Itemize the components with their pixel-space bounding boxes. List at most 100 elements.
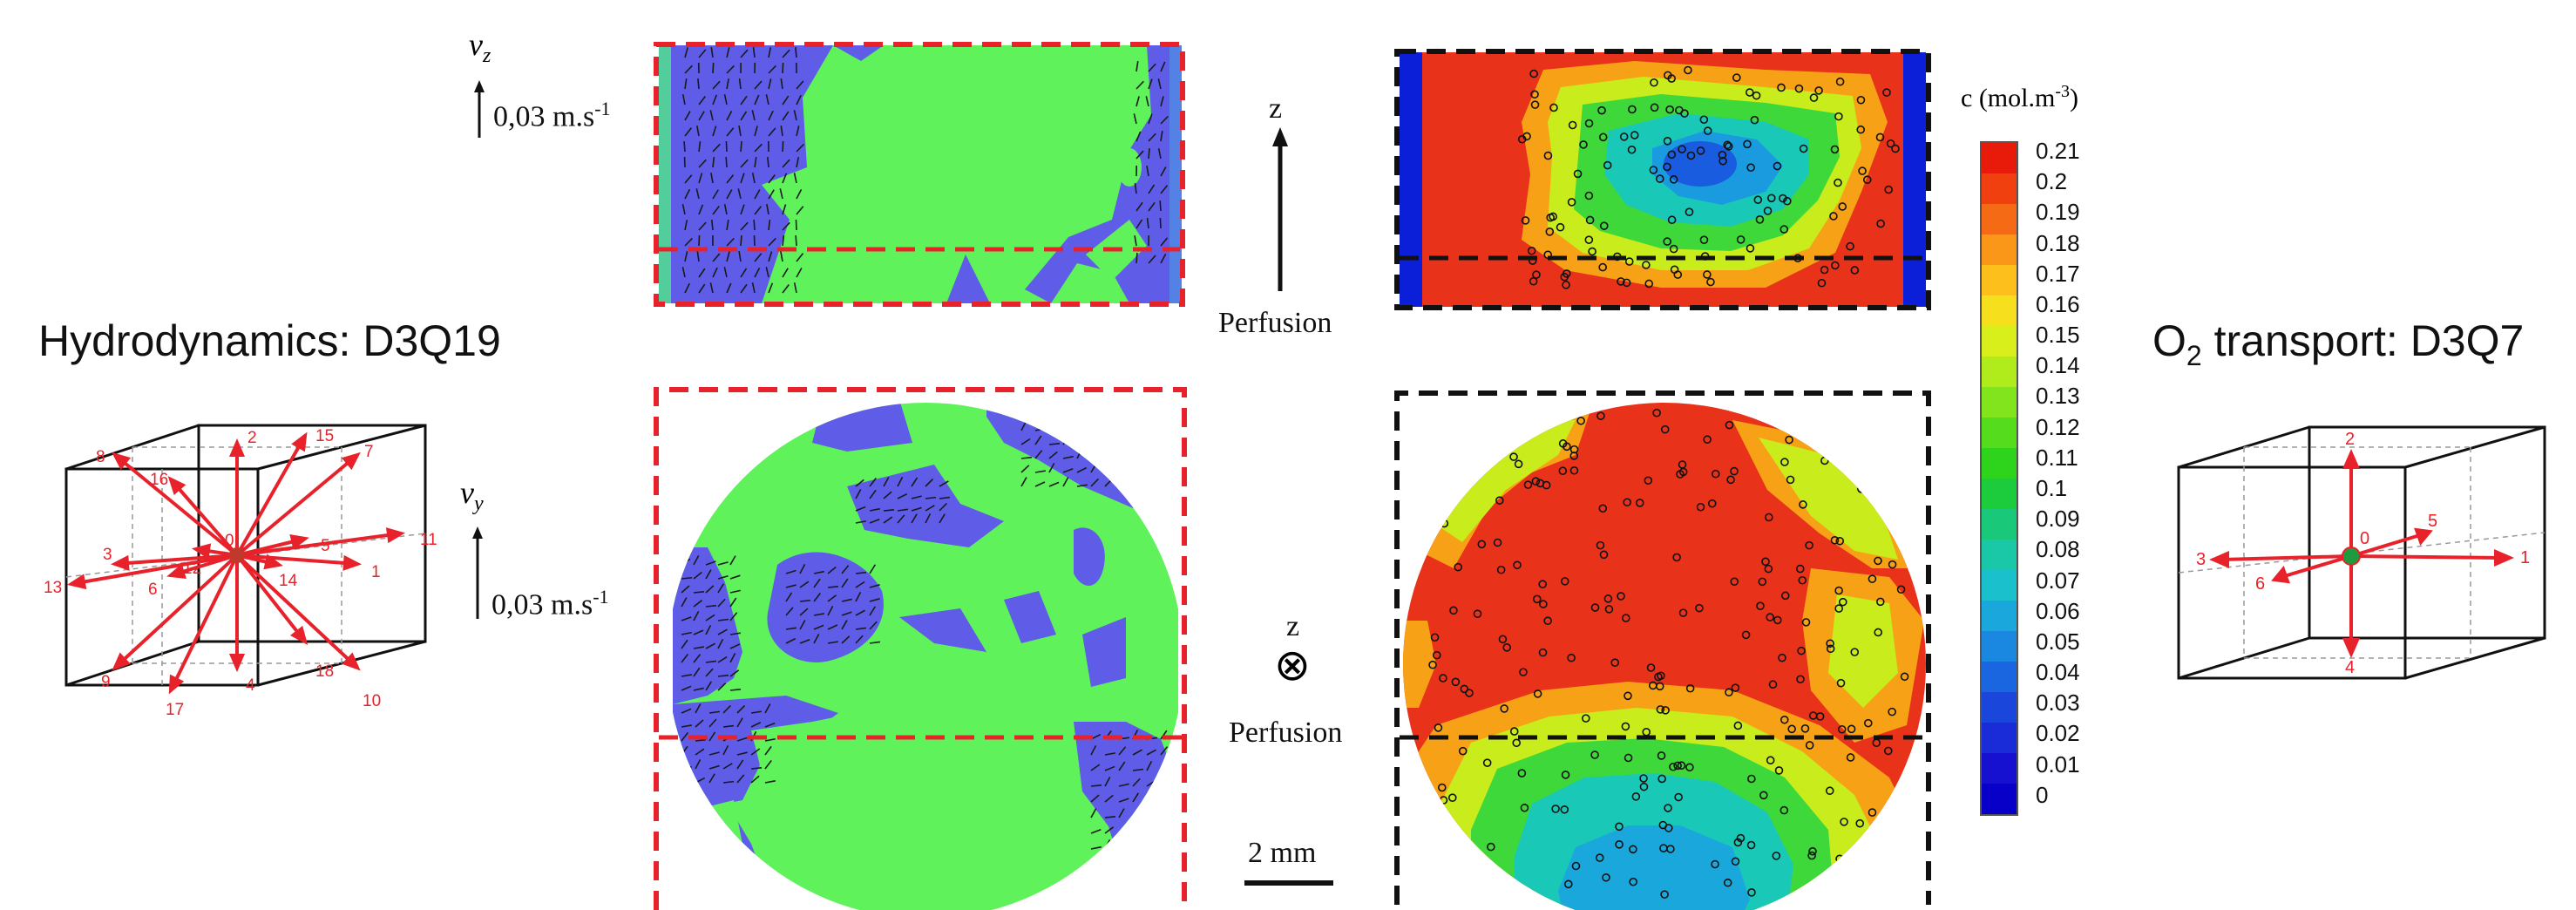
d3q7-label-3: 3 [2196, 550, 2206, 569]
d3q7-label-2: 2 [2345, 430, 2355, 449]
d3q19-label-5: 5 [321, 537, 330, 555]
colorbar-tick-label: 0.18 [2036, 228, 2080, 259]
d3q19-label-10: 10 [363, 692, 381, 710]
perfusion-z-label-top: z [1269, 92, 1282, 126]
colorbar-tick-label: 0.12 [2036, 412, 2080, 443]
colorbar-band [1982, 326, 2017, 357]
d3q19-label-7: 7 [364, 443, 374, 461]
d3q19-label-1: 1 [371, 563, 381, 581]
colorbar-band [1982, 784, 2017, 814]
colorbar-band [1982, 692, 2017, 723]
perfusion-label-bottom: Perfusion [1229, 716, 1342, 750]
colorbar-tick-label: 0.06 [2036, 596, 2080, 627]
hydrodynamics-title: Hydrodynamics: D3Q19 [38, 316, 501, 366]
d3q19-arrowhead-13 [71, 577, 85, 587]
vz-scale-arrow [471, 78, 488, 139]
o2-transport-title: O2 transport: D3Q7 [2152, 316, 2524, 372]
colorbar-tick-label: 0.01 [2036, 750, 2080, 780]
colorbar-band [1982, 265, 2017, 295]
hydro-cross-frame [654, 387, 1187, 910]
colorbar-tick-label: 0.07 [2036, 566, 2080, 596]
d3q19-label-12: 12 [183, 560, 201, 578]
d3q7-lattice-cube: 2 1 3 4 5 6 0 [2170, 418, 2553, 697]
colorbar-tick-label: 0.04 [2036, 657, 2080, 688]
colorbar-band [1982, 418, 2017, 448]
d3q7-label-6: 6 [2255, 574, 2265, 594]
d3q19-label-2: 2 [247, 429, 257, 447]
colorbar-band [1982, 753, 2017, 784]
colorbar-tick-label: 0.21 [2036, 136, 2080, 166]
colorbar-band [1982, 631, 2017, 662]
colorbar-band [1982, 143, 2017, 173]
perfusion-into-page-symbol: ⊗ [1274, 640, 1311, 690]
d3q7-label-4: 4 [2345, 658, 2355, 677]
colorbar-tick-label: 0.2 [2036, 166, 2067, 197]
d3q19-label-4: 4 [246, 676, 255, 695]
colorbar-tick-label: 0.02 [2036, 718, 2080, 749]
d3q7-label-1: 1 [2520, 548, 2530, 567]
d3q19-arrowhead-17 [171, 677, 181, 690]
colorbar-band [1982, 540, 2017, 570]
d3q19-label-18: 18 [315, 662, 334, 681]
d3q19-label-9: 9 [101, 673, 111, 691]
colorbar-tick-label: 0 [2036, 780, 2048, 811]
colorbar-band [1982, 295, 2017, 326]
colorbar-band [1982, 448, 2017, 479]
o2-side-frame [1394, 49, 1931, 310]
colorbar-tick-label: 0.03 [2036, 688, 2080, 718]
d3q19-label-16: 16 [150, 471, 168, 489]
vy-symbol: vy [460, 474, 484, 516]
colorbar-tick-label: 0.14 [2036, 350, 2080, 381]
colorbar-tick-label: 0.11 [2036, 443, 2078, 473]
colorbar-tick-label: 0.19 [2036, 197, 2080, 228]
colorbar-tick-label: 0.08 [2036, 534, 2080, 565]
d3q19-label-3: 3 [103, 546, 112, 564]
vz-scale-label: 0,03 m.s-1 [493, 98, 611, 133]
colorbar-band [1982, 234, 2017, 265]
d3q7-label-5: 5 [2428, 512, 2437, 531]
vy-scale-arrow [469, 525, 486, 621]
perfusion-z-label-bottom: z [1286, 610, 1299, 643]
colorbar-band [1982, 662, 2017, 692]
colorbar-band [1982, 601, 2017, 631]
colorbar-tick-label: 0.16 [2036, 289, 2080, 320]
colorbar-band [1982, 357, 2017, 387]
scale-bar-line [1244, 880, 1333, 886]
colorbar-band [1982, 204, 2017, 234]
colorbar-tick-label: 0.1 [2036, 473, 2067, 504]
d3q19-label-6: 6 [148, 581, 158, 599]
d3q19-label-11: 11 [420, 531, 437, 549]
colorbar-band [1982, 570, 2017, 601]
vy-scale-label: 0,03 m.s-1 [491, 586, 609, 621]
scale-bar-label: 2 mm [1248, 837, 1316, 870]
colorbar-title: c (mol.m-3) [1961, 82, 2078, 113]
d3q19-arrowhead-4 [232, 655, 242, 668]
perfusion-up-arrow [1267, 127, 1293, 293]
colorbar-band [1982, 723, 2017, 753]
o2-cross-frame [1394, 390, 1931, 905]
colorbar-tick-label: 0.09 [2036, 504, 2080, 534]
colorbar-band [1982, 479, 2017, 509]
colorbar-tick-label: 0.05 [2036, 627, 2080, 657]
d3q19-arrowhead-11 [388, 530, 401, 540]
d3q19-arrowhead-6 [171, 567, 184, 576]
colorbar-band [1982, 173, 2017, 204]
colorbar-band [1982, 387, 2017, 418]
d3q19-arrowhead-2 [232, 443, 242, 455]
d3q7-label-0: 0 [2360, 529, 2369, 548]
d3q19-label-14: 14 [279, 572, 298, 590]
colorbar-tick-label: 0.13 [2036, 381, 2080, 411]
perfusion-label-top: Perfusion [1218, 307, 1332, 340]
d3q19-arrowhead-1 [345, 558, 357, 568]
hydro-side-frame [654, 42, 1185, 307]
vz-symbol: vz [469, 26, 491, 68]
d3q19-label-0: 0 [225, 532, 234, 550]
colorbar-tick-label: 0.15 [2036, 320, 2080, 350]
d3q19-label-15: 15 [315, 427, 334, 445]
d3q19-arrow-18 [237, 555, 305, 642]
d3q19-arrowhead-3 [115, 558, 127, 568]
colorbar-band [1982, 509, 2017, 540]
d3q19-label-17: 17 [166, 701, 184, 719]
d3q19-label-8: 8 [96, 448, 105, 466]
